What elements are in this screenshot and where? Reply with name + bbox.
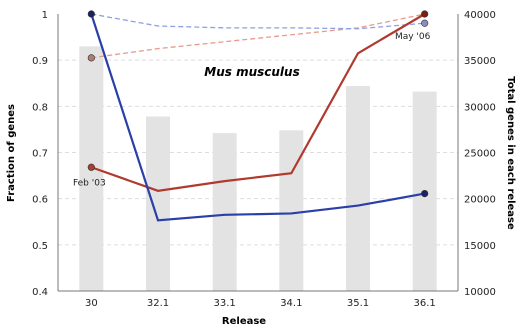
series-line-dashed: [91, 13, 425, 30]
y2-tick-label: 35000: [464, 56, 496, 67]
x-tick-labels: 30 32.1 33.1 34.1 35.1 36.1: [85, 298, 436, 309]
y-tick-label: 0.6: [32, 195, 48, 206]
annotation-end: May '06: [395, 32, 431, 42]
data-point-marker: [87, 10, 95, 18]
y-axis-title: Fraction of genes: [6, 104, 17, 202]
y2-axis-title: Total genes in each release: [505, 76, 516, 230]
axes: [57, 14, 459, 292]
data-point-marker: [87, 163, 95, 171]
bar-34.1: [279, 130, 304, 291]
x-tick-label: 34.1: [280, 298, 302, 309]
x-tick-label: 35.1: [347, 298, 369, 309]
y2-tick-labels: 10000 15000 20000 25000 30000 35000 40000: [464, 10, 496, 298]
data-point-marker: [421, 10, 429, 18]
data-point-marker: [421, 189, 429, 198]
y2-tick-label: 40000: [464, 10, 496, 21]
x-tick-label: 32.1: [147, 298, 169, 309]
y-tick-label: 0.8: [32, 102, 48, 113]
y-tick-label: 1: [42, 10, 48, 21]
series-lines: [87, 10, 429, 222]
y2-tick-label: 30000: [464, 102, 496, 113]
y-tick-label: 0.4: [32, 287, 48, 298]
bar-35.1: [346, 86, 370, 292]
bar-33.1: [212, 133, 237, 291]
bar-32.1: [146, 116, 170, 292]
bars: [79, 46, 437, 292]
y-tick-label: 0.9: [32, 56, 48, 67]
y2-tick-label: 10000: [464, 287, 496, 298]
series-line-solid: [90, 13, 426, 192]
x-tick-label: 36.1: [414, 298, 436, 309]
x-axis-title: Release: [222, 316, 266, 327]
data-point-marker: [421, 19, 429, 27]
series-line-dashed: [91, 13, 425, 59]
annotation-start: Feb '03: [73, 178, 106, 188]
y-tick-labels: 0.4 0.5 0.6 0.7 0.8 0.9 1: [32, 10, 48, 298]
y-tick-label: 0.7: [32, 149, 48, 160]
annotations: Feb '03 May '06: [73, 32, 431, 188]
series-line-solid: [90, 13, 425, 222]
chart-title: Mus musculus: [204, 65, 299, 79]
gridlines: [58, 59, 458, 246]
x-tick-label: 33.1: [214, 298, 236, 309]
y2-tick-label: 15000: [464, 241, 496, 252]
x-tick-label: 30: [85, 298, 98, 309]
y2-tick-label: 25000: [464, 149, 496, 160]
data-point-marker: [87, 54, 95, 62]
y2-tick-label: 20000: [464, 195, 496, 206]
y-tick-label: 0.5: [32, 241, 48, 252]
